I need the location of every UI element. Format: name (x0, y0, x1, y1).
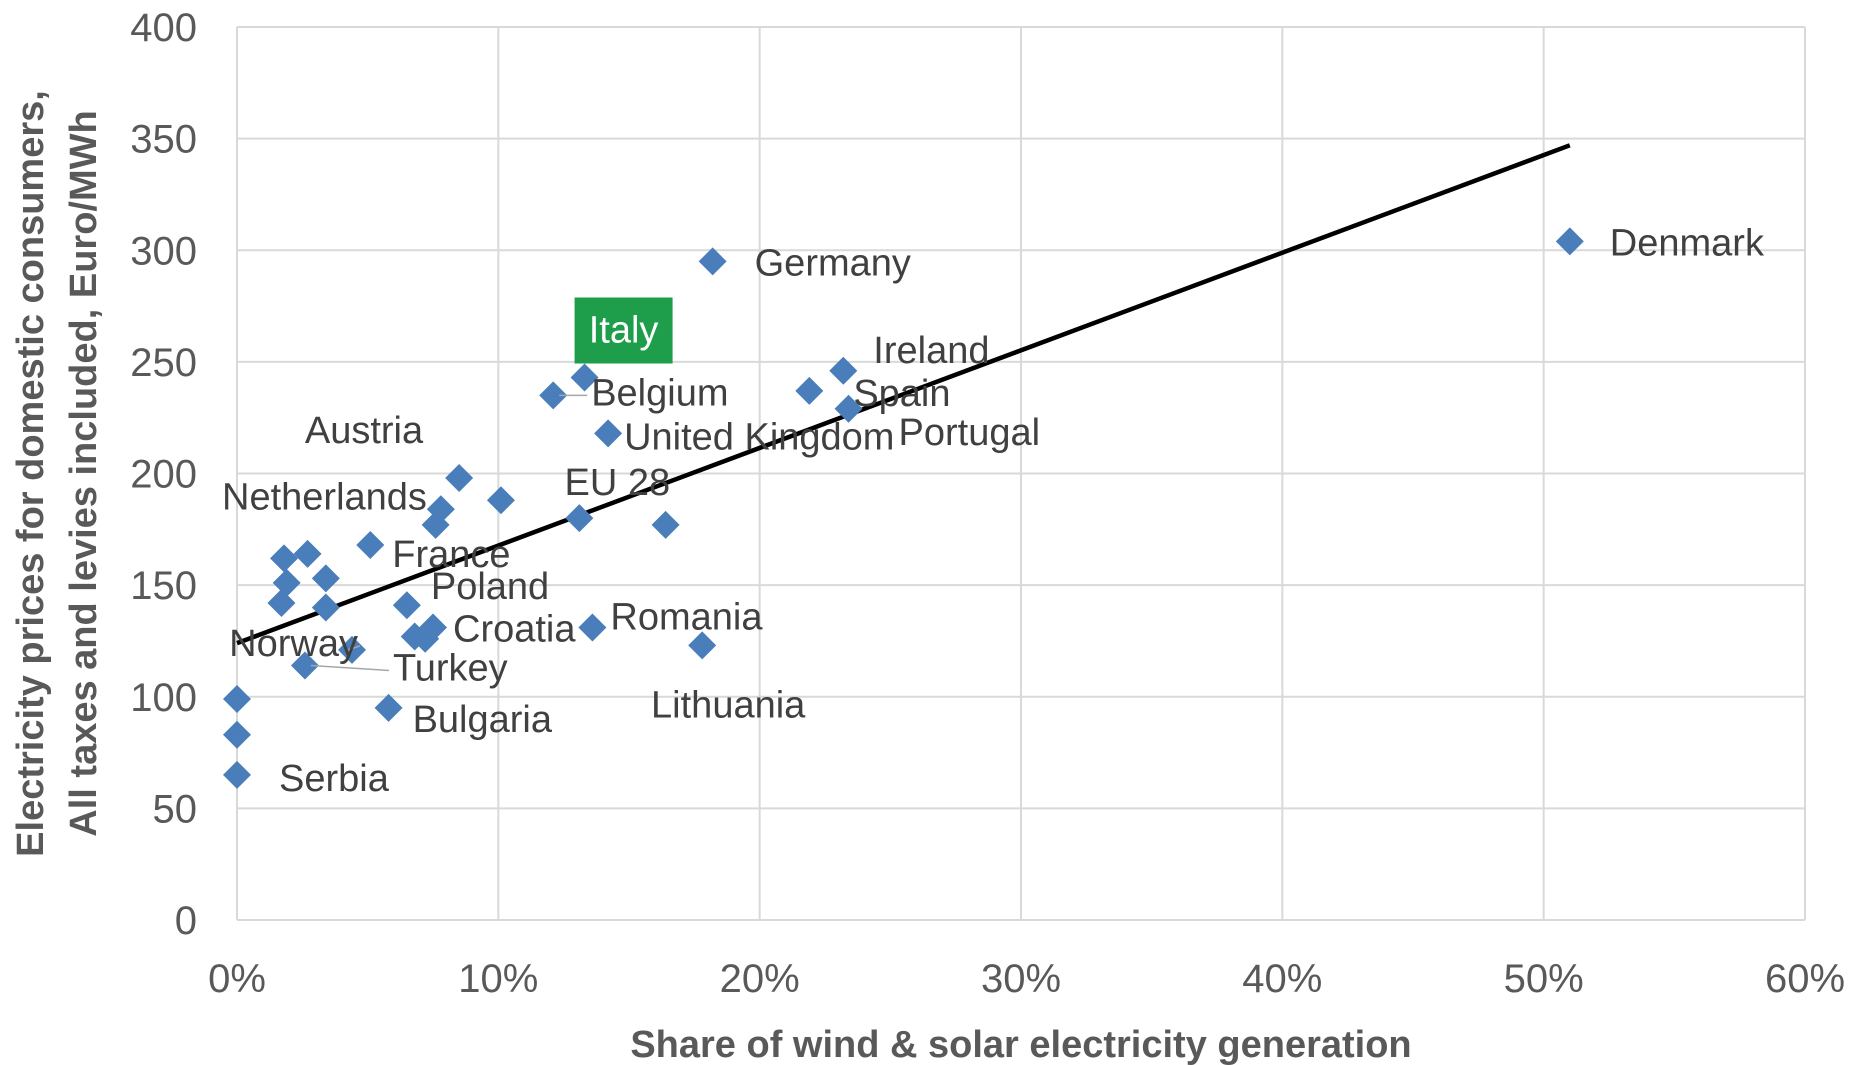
x-tick-label: 0% (208, 957, 266, 1001)
data-point-marker (223, 760, 251, 789)
x-tick-label: 40% (1242, 957, 1322, 1001)
axes: 0 50 100 150 200 250 300 350 400 0% 10% 20% 30% 40% 50… (130, 6, 1845, 1001)
point-labels: DenmarkGermanyItalyBelgiumIrelandSpainPo… (222, 222, 1765, 800)
y-tick-label: 100 (130, 676, 197, 720)
data-point-marker (392, 591, 421, 620)
data-point-marker (570, 363, 599, 392)
data-point-marker (311, 593, 340, 622)
y-axis-title: Electricity prices for domestic consumer… (10, 90, 105, 857)
data-point-label: United Kingdom (624, 416, 894, 458)
data-point-marker (829, 356, 858, 385)
label-leader-line (310, 664, 389, 672)
data-point-marker (311, 564, 340, 593)
data-points (223, 227, 1584, 789)
data-point-marker (651, 510, 680, 539)
y-axis-title-line-1: Electricity prices for domestic consumer… (10, 90, 52, 857)
data-point-marker (223, 684, 251, 713)
data-point-marker (267, 588, 296, 617)
data-point-marker (374, 693, 403, 722)
data-point-label: Denmark (1610, 222, 1765, 264)
data-point-marker (834, 394, 863, 423)
x-tick-label: 60% (1765, 957, 1845, 1001)
data-point-label: Belgium (591, 372, 728, 414)
data-point-label: Spain (853, 373, 950, 415)
y-tick-label: 200 (130, 453, 197, 497)
data-point-marker (688, 631, 717, 660)
x-axis-title: Share of wind & solar electricity genera… (630, 1024, 1411, 1065)
y-tick-label: 300 (130, 229, 197, 273)
data-point-marker (565, 504, 594, 533)
data-point-label: Portugal (899, 412, 1041, 454)
x-tick-label: 10% (458, 957, 538, 1001)
data-point-marker (594, 419, 623, 448)
data-point-label: Serbia (279, 758, 390, 800)
label-leader-line (347, 645, 361, 651)
x-tick-label: 20% (720, 957, 800, 1001)
data-point-marker (270, 544, 299, 573)
data-point-label: Poland (431, 566, 549, 608)
data-point-label: Austria (305, 410, 424, 452)
data-point-marker (421, 510, 450, 539)
y-axis-title-line-2: All taxes and levies included, Euro/MWh (63, 110, 105, 836)
data-point-label: Norway (229, 623, 358, 665)
y-tick-label: 0 (175, 899, 197, 943)
data-point-marker (223, 720, 251, 749)
data-point-label: Lithuania (651, 684, 806, 726)
data-point-label: Turkey (393, 647, 508, 689)
data-point-marker (411, 624, 440, 653)
highlight-label-box (574, 297, 673, 364)
data-point-label: Bulgaria (413, 699, 553, 741)
data-point-label: Croatia (453, 609, 576, 651)
data-point-marker (337, 635, 366, 664)
data-point-marker (698, 247, 727, 276)
data-point-label: EU 28 (565, 462, 671, 504)
gridlines (236, 26, 1806, 921)
data-point-marker (272, 568, 301, 597)
data-point-marker (539, 381, 568, 410)
data-point-marker (290, 651, 319, 680)
data-point-marker (578, 613, 607, 642)
x-tick-label: 50% (1504, 957, 1584, 1001)
trendline (236, 143, 1571, 646)
data-point-marker (293, 539, 322, 568)
data-point-label: France (392, 534, 510, 576)
y-tick-label: 250 (130, 341, 197, 385)
data-point-label: Ireland (873, 330, 989, 372)
data-point-label: Romania (610, 597, 763, 639)
data-point-label: Netherlands (222, 476, 427, 518)
data-point-marker (445, 463, 474, 492)
x-tick-label: 30% (981, 957, 1061, 1001)
data-point-marker (1555, 227, 1584, 256)
trendline-layer (236, 143, 1571, 646)
y-tick-label: 350 (130, 118, 197, 162)
data-point-label: Germany (755, 242, 911, 284)
data-point-marker (795, 376, 824, 405)
y-tick-label: 50 (153, 787, 198, 831)
y-tick-label: 400 (130, 6, 197, 50)
y-tick-label: 150 (130, 564, 197, 608)
data-point-marker (356, 530, 385, 559)
data-point-marker (486, 486, 515, 515)
highlight-label: Italy (589, 310, 659, 352)
